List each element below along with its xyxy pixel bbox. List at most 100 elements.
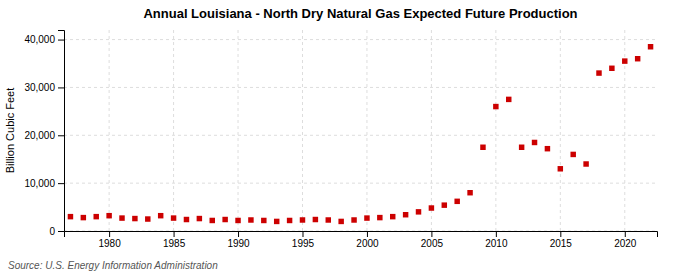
- grid-line-x: [366, 30, 367, 231]
- tick-label: 2005: [421, 238, 444, 249]
- tick-mark: [58, 87, 64, 88]
- tick: 2010: [485, 231, 508, 249]
- point: [313, 217, 318, 222]
- plot-area: 1980 1985 1990 1995 2000 2005 2010 2015 2020 0 10,…: [24, 30, 657, 249]
- point: [197, 216, 202, 221]
- point: [93, 214, 98, 219]
- point: [429, 205, 434, 210]
- point: [583, 161, 588, 166]
- point: [184, 217, 189, 222]
- point: [287, 218, 292, 223]
- tick-label: 1985: [163, 238, 186, 249]
- y-axis-title: Billion Cubic Feet: [4, 88, 16, 174]
- tick-label: 40,000: [24, 34, 55, 45]
- tick: 2020: [614, 231, 637, 249]
- tick: 2000: [356, 231, 379, 249]
- tick: 1980: [98, 231, 121, 249]
- tick: 20,000: [24, 130, 64, 141]
- tick-mark: [58, 40, 64, 41]
- tick-mark: [431, 231, 432, 237]
- point: [145, 216, 150, 221]
- tick-label: 10,000: [24, 178, 55, 189]
- point: [648, 44, 653, 49]
- x-axis: 1980 1985 1990 1995 2000 2005 2010 2015 2020: [65, 231, 658, 249]
- point: [622, 58, 627, 63]
- point: [68, 214, 73, 219]
- grid-line-x: [173, 30, 174, 231]
- point: [338, 219, 343, 224]
- grid-line-y: [64, 135, 657, 136]
- point: [390, 214, 395, 219]
- tick: 1995: [292, 231, 315, 249]
- point: [351, 217, 356, 222]
- grid-line-x: [495, 30, 496, 231]
- tick-mark: [238, 231, 239, 237]
- point: [274, 219, 279, 224]
- point: [570, 152, 575, 157]
- point: [635, 56, 640, 61]
- tick-label: 20,000: [24, 130, 55, 141]
- tick-label: 2015: [550, 238, 573, 249]
- point: [81, 215, 86, 220]
- tick-mark: [560, 231, 561, 237]
- grid-line-x: [238, 30, 239, 231]
- point: [364, 215, 369, 220]
- point: [119, 215, 124, 220]
- point: [416, 209, 421, 214]
- point: [403, 212, 408, 217]
- point: [493, 104, 498, 109]
- grid-line-x: [302, 30, 303, 231]
- tick: 40,000: [24, 34, 64, 45]
- tick: 1985: [163, 231, 186, 249]
- tick-mark: [58, 183, 64, 184]
- grid-line-x: [109, 30, 110, 231]
- point: [454, 199, 459, 204]
- axis-line: [58, 31, 65, 232]
- tick: 2015: [550, 231, 573, 249]
- point: [222, 217, 227, 222]
- y-axis: 0 10,000 20,000 30,000 40,000: [24, 31, 64, 237]
- source-note: Source: U.S. Energy Information Administ…: [8, 260, 218, 271]
- point: [261, 218, 266, 223]
- tick-label: 1980: [98, 238, 121, 249]
- tick-mark: [174, 231, 175, 237]
- point: [132, 216, 137, 221]
- tick-mark: [496, 231, 497, 237]
- point: [210, 218, 215, 223]
- chart: 1980 1985 1990 1995 2000 2005 2010 2015 2020 0 10,…: [0, 0, 675, 275]
- point: [558, 166, 563, 171]
- grid-line-y: [64, 39, 657, 40]
- grid-line-x: [560, 30, 561, 231]
- tick-label: 1995: [292, 238, 315, 249]
- title: Annual Louisiana - North Dry Natural Gas…: [143, 6, 577, 21]
- point: [106, 213, 111, 218]
- point: [377, 215, 382, 220]
- tick-label: 0: [49, 226, 55, 237]
- grid: [64, 30, 657, 231]
- axis-line: [65, 232, 658, 238]
- point: [545, 146, 550, 151]
- point: [248, 217, 253, 222]
- tick-label: 30,000: [24, 82, 55, 93]
- tick: 0: [49, 226, 64, 237]
- tick-mark: [109, 231, 110, 237]
- tick-mark: [367, 231, 368, 237]
- tick-mark: [58, 135, 64, 136]
- point: [326, 217, 331, 222]
- point: [467, 190, 472, 195]
- point: [158, 213, 163, 218]
- point: [235, 218, 240, 223]
- point: [609, 66, 614, 71]
- point: [506, 97, 511, 102]
- point: [519, 145, 524, 150]
- tick: 2005: [421, 231, 444, 249]
- tick: 30,000: [24, 82, 64, 93]
- tick-label: 1990: [227, 238, 250, 249]
- tick: 1990: [227, 231, 250, 249]
- point: [300, 217, 305, 222]
- tick: 10,000: [24, 178, 64, 189]
- tick-label: 2000: [356, 238, 379, 249]
- tick-mark: [625, 231, 626, 237]
- point: [480, 145, 485, 150]
- tick-mark: [58, 231, 64, 232]
